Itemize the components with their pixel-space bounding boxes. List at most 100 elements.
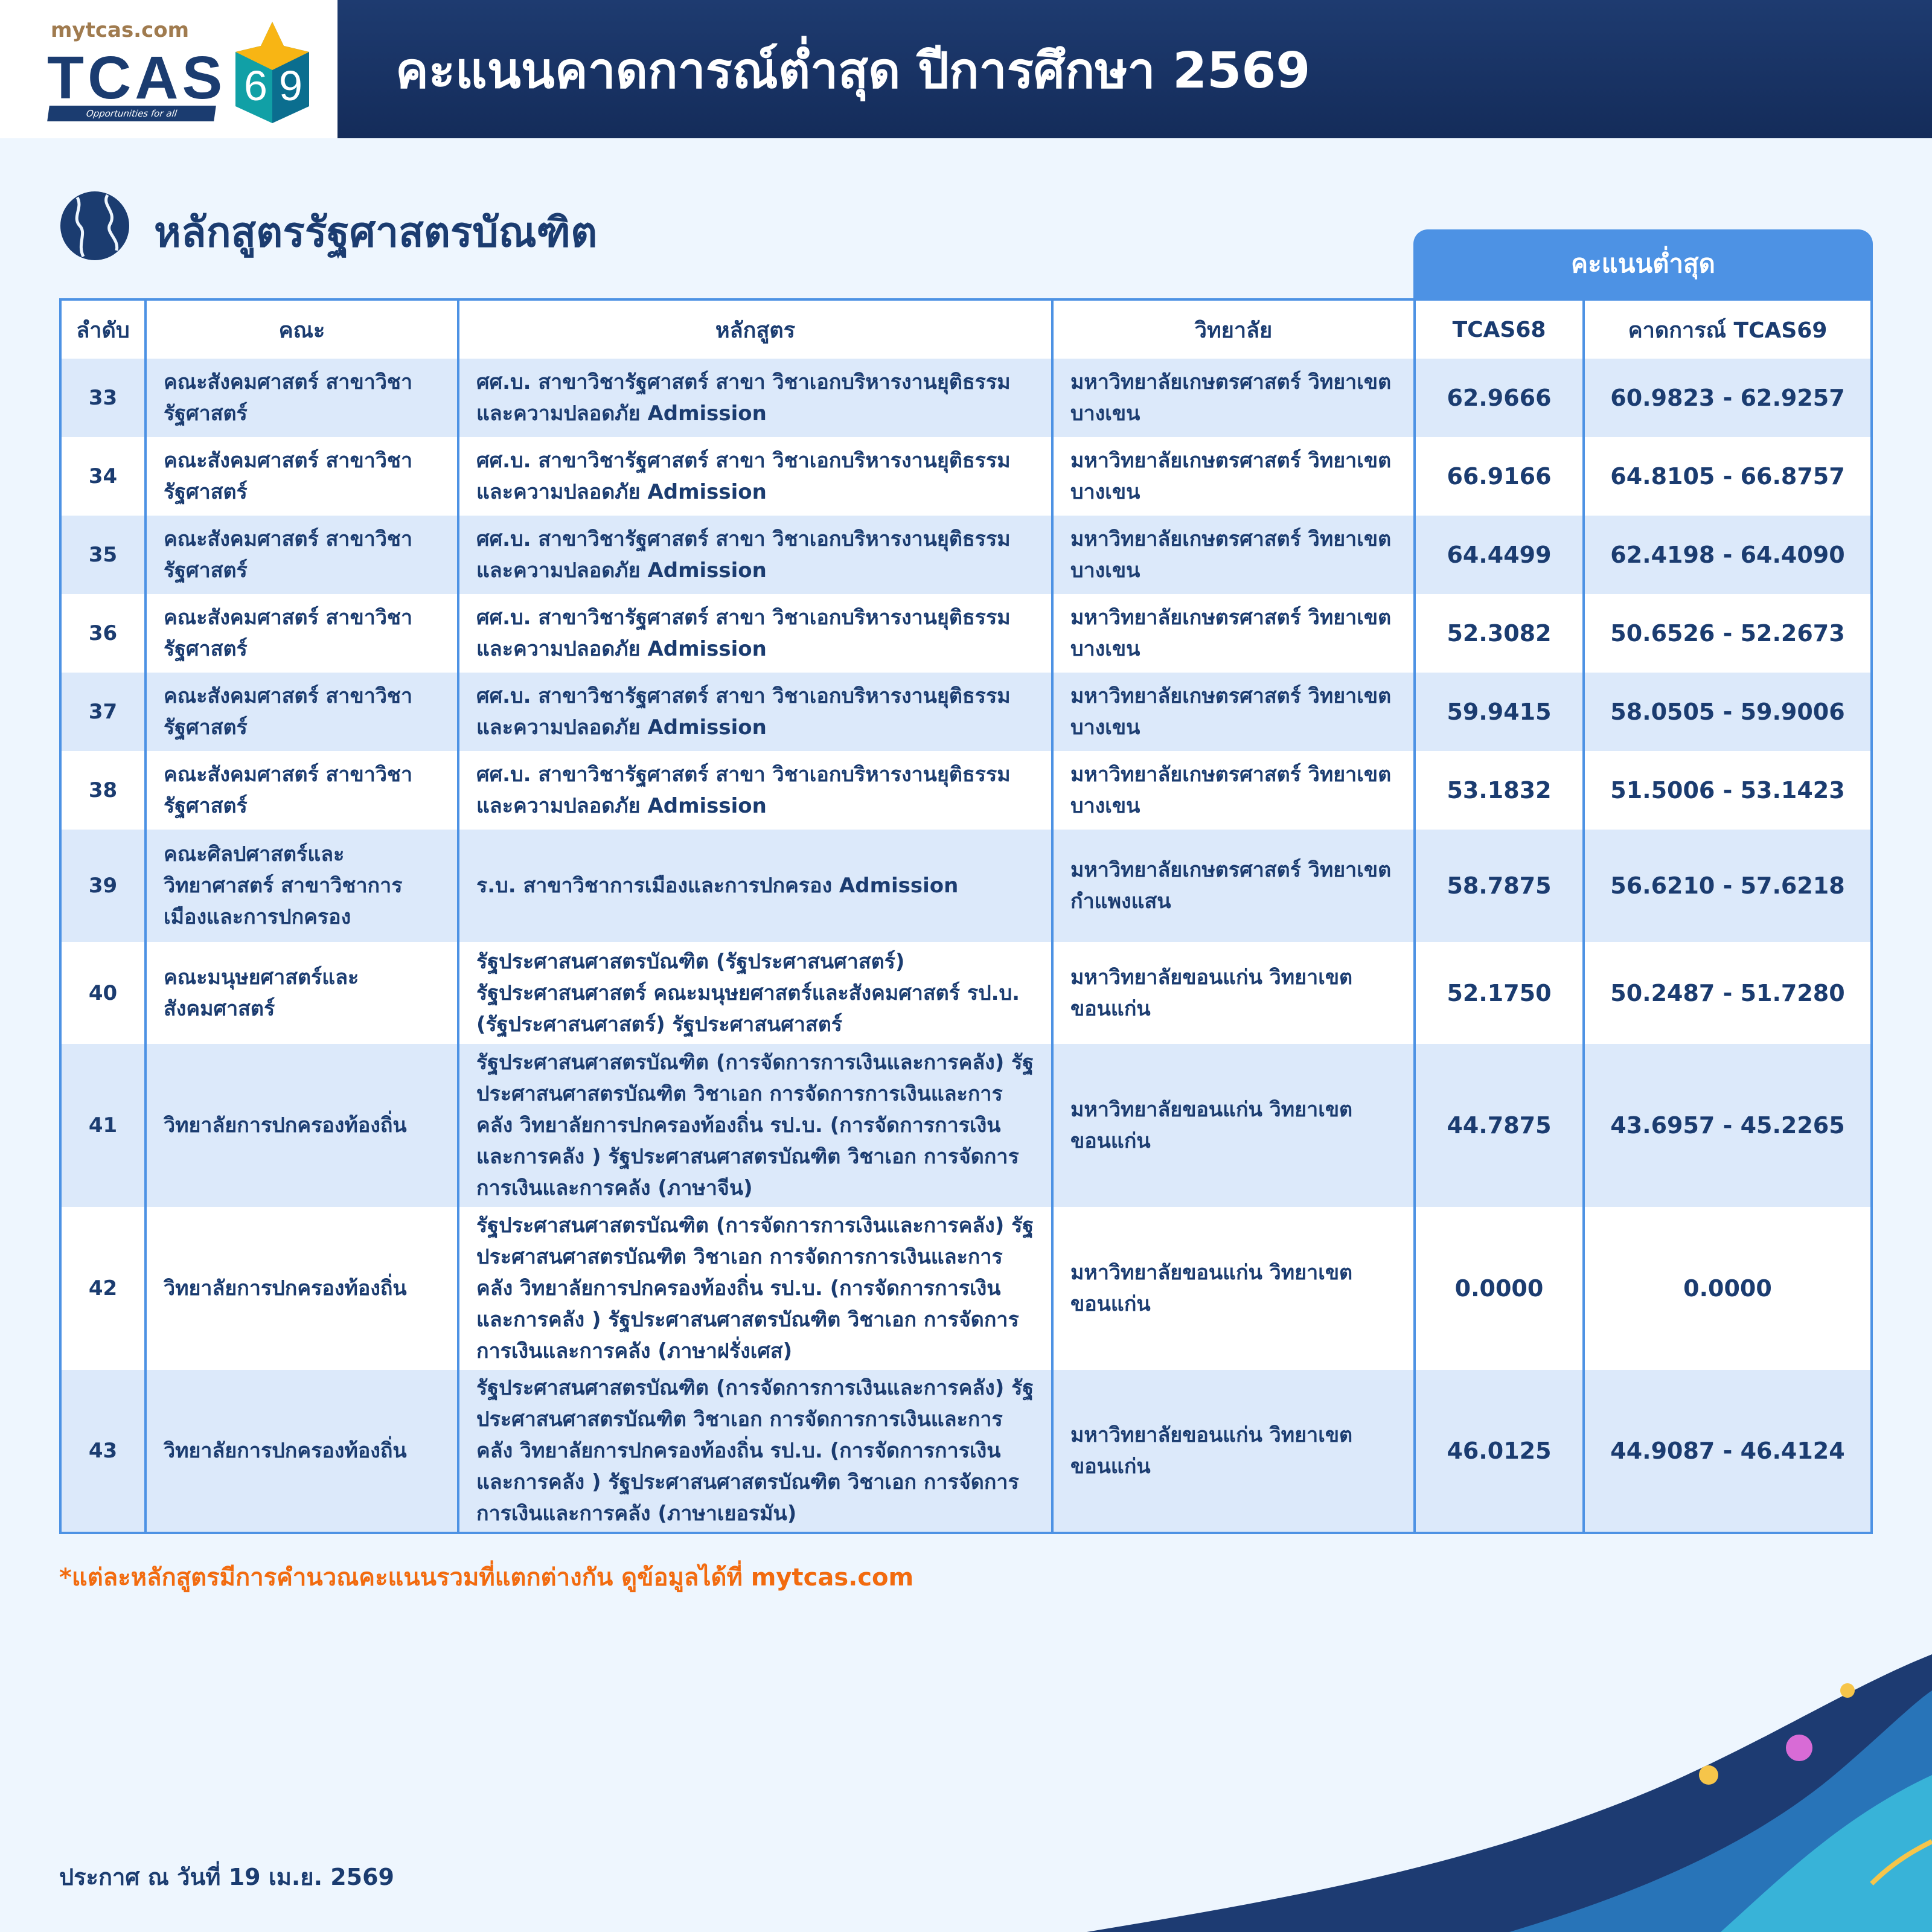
tcas69-forecast: 58.0505 - 59.9006: [1582, 673, 1873, 751]
program-cell: ศศ.บ. สาขาวิชารัฐศาสตร์ สาขา วิชาเอกบริห…: [457, 437, 1054, 516]
floral-wave-decoration: [1087, 1654, 1932, 1932]
faculty-cell: วิทยาลัยการปกครองท้องถิ่น: [144, 1044, 459, 1207]
tcas68-score: 53.1832: [1413, 751, 1585, 830]
col-header-faculty: คณะ: [144, 299, 459, 359]
faculty-cell: คณะสังคมศาสตร์ สาขาวิชารัฐศาสตร์: [144, 516, 459, 594]
campus-cell: มหาวิทยาลัยเกษตรศาสตร์ วิทยาเขตบางเขน: [1051, 751, 1416, 830]
campus-cell: มหาวิทยาลัยเกษตรศาสตร์ วิทยาเขตบางเขน: [1051, 516, 1416, 594]
faculty-cell: คณะสังคมศาสตร์ สาขาวิชารัฐศาสตร์: [144, 437, 459, 516]
campus-cell: มหาวิทยาลัยเกษตรศาสตร์ วิทยาเขตกำแพงแสน: [1051, 830, 1416, 942]
tcas68-score: 66.9166: [1413, 437, 1585, 516]
campus-cell: มหาวิทยาลัยขอนแก่น วิทยาเขตขอนแก่น: [1051, 1207, 1416, 1370]
col-header-tcas69: คาดการณ์ TCAS69: [1582, 299, 1873, 359]
col-header-no: ลำดับ: [59, 299, 147, 359]
campus-cell: มหาวิทยาลัยเกษตรศาสตร์ วิทยาเขตบางเขน: [1051, 673, 1416, 751]
tcas-logo: mytcas.com TCAS Opportunities for all 6 …: [0, 0, 337, 138]
program-cell: รัฐประศาสนศาสตรบัณฑิต (การจัดการการเงินแ…: [457, 1207, 1054, 1370]
campus-cell: มหาวิทยาลัยขอนแก่น วิทยาเขตขอนแก่น: [1051, 942, 1416, 1044]
faculty-cell: คณะสังคมศาสตร์ สาขาวิชารัฐศาสตร์: [144, 751, 459, 830]
tcas68-score: 0.0000: [1413, 1207, 1585, 1370]
svg-text:9: 9: [279, 62, 302, 109]
program-cell: รัฐประศาสนศาสตรบัณฑิต (รัฐประศาสนศาสตร์)…: [457, 942, 1054, 1044]
score-table: ลำดับ คณะ หลักสูตร วิทยาลัย TCAS68 คาดกา…: [59, 298, 1873, 1534]
tcas68-score: 59.9415: [1413, 673, 1585, 751]
logo-brand: TCAS: [47, 44, 226, 112]
table-row: 42 วิทยาลัยการปกครองท้องถิ่น รัฐประศาสนศาส…: [59, 1207, 1873, 1370]
row-number: 40: [59, 942, 147, 1044]
table-row: 37 คณะสังคมศาสตร์ สาขาวิชารัฐศาสตร์ ศศ.บ. …: [59, 673, 1873, 751]
faculty-cell: คณะสังคมศาสตร์ สาขาวิชารัฐศาสตร์: [144, 359, 459, 437]
tcas69-forecast: 50.6526 - 52.2673: [1582, 594, 1873, 673]
campus-cell: มหาวิทยาลัยขอนแก่น วิทยาเขตขอนแก่น: [1051, 1044, 1416, 1207]
row-number: 37: [59, 673, 147, 751]
page-title: คะแนนคาดการณ์ต่ำสุด ปีการศึกษา 2569: [395, 42, 1311, 100]
tcas68-score: 52.1750: [1413, 942, 1585, 1044]
tcas69-forecast: 44.9087 - 46.4124: [1582, 1370, 1873, 1533]
faculty-cell: คณะสังคมศาสตร์ สาขาวิชารัฐศาสตร์: [144, 673, 459, 751]
table-row: 39 คณะศิลปศาสตร์และวิทยาศาสตร์ สาขาวิชากา…: [59, 830, 1873, 942]
col-header-tcas68: TCAS68: [1413, 299, 1585, 359]
tcas68-score: 46.0125: [1413, 1370, 1585, 1533]
tcas69-forecast: 56.6210 - 57.6218: [1582, 830, 1873, 942]
row-number: 33: [59, 359, 147, 437]
faculty-cell: วิทยาลัยการปกครองท้องถิ่น: [144, 1207, 459, 1370]
table-row: 36 คณะสังคมศาสตร์ สาขาวิชารัฐศาสตร์ ศศ.บ. …: [59, 594, 1873, 673]
table-row: 33 คณะสังคมศาสตร์ สาขาวิชารัฐศาสตร์ ศศ.บ. …: [59, 359, 1873, 437]
table-row: 38 คณะสังคมศาสตร์ สาขาวิชารัฐศาสตร์ ศศ.บ. …: [59, 751, 1873, 830]
faculty-cell: วิทยาลัยการปกครองท้องถิ่น: [144, 1370, 459, 1533]
tcas69-forecast: 60.9823 - 62.9257: [1582, 359, 1873, 437]
row-number: 43: [59, 1370, 147, 1533]
logo-tagline: Opportunities for all: [47, 106, 216, 121]
tcas68-score: 64.4499: [1413, 516, 1585, 594]
faculty-cell: คณะสังคมศาสตร์ สาขาวิชารัฐศาสตร์: [144, 594, 459, 673]
campus-cell: มหาวิทยาลัยขอนแก่น วิทยาเขตขอนแก่น: [1051, 1370, 1416, 1533]
row-number: 35: [59, 516, 147, 594]
section-title: หลักสูตรรัฐศาสตรบัณฑิต: [154, 209, 598, 257]
svg-text:6: 6: [244, 62, 267, 109]
footnote: *แต่ละหลักสูตรมีการคำนวณคะแนนรวมที่แตกต่…: [59, 1564, 914, 1591]
row-number: 36: [59, 594, 147, 673]
globe-icon: [60, 191, 129, 260]
program-cell: ศศ.บ. สาขาวิชารัฐศาสตร์ สาขา วิชาเอกบริห…: [457, 673, 1054, 751]
program-cell: ศศ.บ. สาขาวิชารัฐศาสตร์ สาขา วิชาเอกบริห…: [457, 594, 1054, 673]
col-header-program: หลักสูตร: [457, 299, 1054, 359]
tcas69-forecast: 0.0000: [1582, 1207, 1873, 1370]
campus-cell: มหาวิทยาลัยเกษตรศาสตร์ วิทยาเขตบางเขน: [1051, 594, 1416, 673]
tcas69-forecast: 64.8105 - 66.8757: [1582, 437, 1873, 516]
announce-date: ประกาศ ณ วันที่ 19 เม.ย. 2569: [59, 1864, 394, 1890]
row-number: 41: [59, 1044, 147, 1207]
program-cell: รัฐประศาสนศาสตรบัณฑิต (การจัดการการเงินแ…: [457, 1370, 1054, 1533]
table-row: 40 คณะมนุษยศาสตร์และสังคมศาสตร์ รัฐประศาสน…: [59, 942, 1873, 1044]
row-number: 34: [59, 437, 147, 516]
program-cell: ร.บ. สาขาวิชาการเมืองและการปกครอง Admiss…: [457, 830, 1054, 942]
table-row: 35 คณะสังคมศาสตร์ สาขาวิชารัฐศาสตร์ ศศ.บ. …: [59, 516, 1873, 594]
tcas68-score: 58.7875: [1413, 830, 1585, 942]
row-number: 38: [59, 751, 147, 830]
tcas68-score: 62.9666: [1413, 359, 1585, 437]
program-cell: ศศ.บ. สาขาวิชารัฐศาสตร์ สาขา วิชาเอกบริห…: [457, 751, 1054, 830]
program-cell: ศศ.บ. สาขาวิชารัฐศาสตร์ สาขา วิชาเอกบริห…: [457, 359, 1054, 437]
book-logo-icon: 6 9: [235, 22, 309, 123]
tcas69-forecast: 62.4198 - 64.4090: [1582, 516, 1873, 594]
table-row: 41 วิทยาลัยการปกครองท้องถิ่น รัฐประศาสนศาส…: [59, 1044, 1873, 1207]
campus-cell: มหาวิทยาลัยเกษตรศาสตร์ วิทยาเขตบางเขน: [1051, 437, 1416, 516]
row-number: 39: [59, 830, 147, 942]
tcas68-score: 44.7875: [1413, 1044, 1585, 1207]
tcas69-forecast: 43.6957 - 45.2265: [1582, 1044, 1873, 1207]
tcas68-score: 52.3082: [1413, 594, 1585, 673]
table-header-row: ลำดับ คณะ หลักสูตร วิทยาลัย TCAS68 คาดกา…: [59, 299, 1873, 359]
tcas69-forecast: 50.2487 - 51.7280: [1582, 942, 1873, 1044]
min-score-group-header: คะแนนต่ำสุด: [1413, 229, 1873, 298]
faculty-cell: คณะมนุษยศาสตร์และสังคมศาสตร์: [144, 942, 459, 1044]
table-row: 34 คณะสังคมศาสตร์ สาขาวิชารัฐศาสตร์ ศศ.บ. …: [59, 437, 1873, 516]
row-number: 42: [59, 1207, 147, 1370]
header-banner: mytcas.com TCAS Opportunities for all 6 …: [0, 0, 1932, 138]
col-header-campus: วิทยาลัย: [1051, 299, 1416, 359]
table-row: 43 วิทยาลัยการปกครองท้องถิ่น รัฐประศาสนศาส…: [59, 1370, 1873, 1533]
logo-site: mytcas.com: [51, 18, 190, 42]
program-cell: รัฐประศาสนศาสตรบัณฑิต (การจัดการการเงินแ…: [457, 1044, 1054, 1207]
program-cell: ศศ.บ. สาขาวิชารัฐศาสตร์ สาขา วิชาเอกบริห…: [457, 516, 1054, 594]
faculty-cell: คณะศิลปศาสตร์และวิทยาศาสตร์ สาขาวิชาการเ…: [144, 830, 459, 942]
tcas69-forecast: 51.5006 - 53.1423: [1582, 751, 1873, 830]
campus-cell: มหาวิทยาลัยเกษตรศาสตร์ วิทยาเขตบางเขน: [1051, 359, 1416, 437]
